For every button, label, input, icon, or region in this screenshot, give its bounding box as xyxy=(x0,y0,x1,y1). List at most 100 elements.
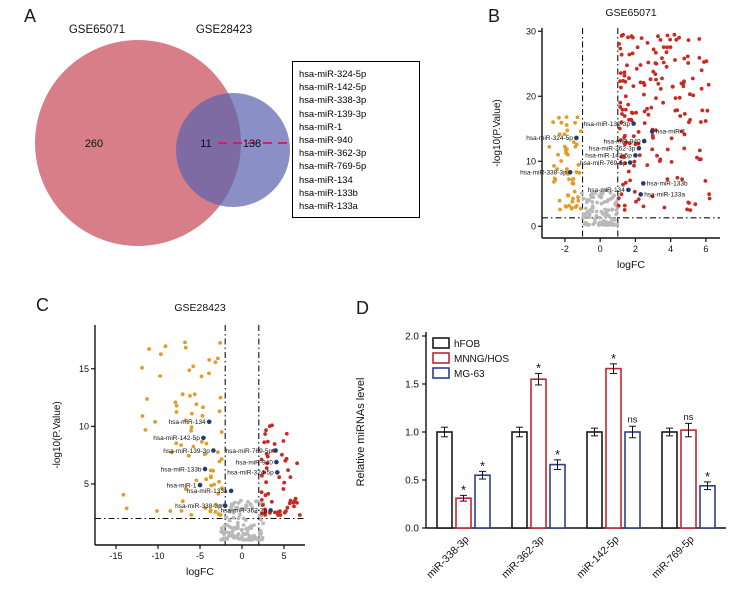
x-axis-label: logFC xyxy=(617,259,645,271)
mirna-point-label: hsa-miR-1 xyxy=(656,129,686,136)
mirna-point-label: hsa-miR-133b xyxy=(647,181,688,188)
mirna-point-label: hsa-miR-142-5p xyxy=(585,153,632,160)
threshold-lines xyxy=(542,28,720,238)
category-label: miR-142-5p xyxy=(574,534,621,581)
mirna-point-label: hsa-miR-1 xyxy=(167,482,197,489)
panel-label-d: D xyxy=(356,298,369,318)
y-tick-label: 1.5 xyxy=(405,380,419,391)
mirna-point-label: hsa-miR-769-5p xyxy=(580,160,627,167)
category-label: miR-769-5p xyxy=(649,534,696,581)
y-tick-label: 30 xyxy=(526,26,536,36)
legend: hFOB MNNG/HOS MG-63 xyxy=(432,337,509,380)
y-tick-label: 2.0 xyxy=(405,332,419,343)
significance-marker: * xyxy=(536,360,541,375)
bar xyxy=(661,431,678,529)
mirna-list-item: hsa-miR-362-3p xyxy=(299,147,367,159)
axes: -15 -10 -5 0 5 5 10 15 xyxy=(79,325,305,561)
mirna-list-box: hsa-miR-324-5p hsa-miR-142-5p hsa-miR-338-… xyxy=(292,61,420,219)
scatter-points xyxy=(547,32,712,227)
y-axis-label: Relative miRNAs level xyxy=(355,378,367,487)
scatter-points xyxy=(121,340,302,542)
y-tick-label: 0.5 xyxy=(405,476,419,487)
y-tick-label: 10 xyxy=(79,421,89,431)
venn-right-title: GSE28423 xyxy=(196,24,252,36)
mirna-point-label: hsa-miR-338-3p xyxy=(175,503,222,510)
venn-right-count: 138 xyxy=(243,138,261,150)
mirna-list-item: hsa-miR-134 xyxy=(299,173,353,185)
mirna-list-item: hsa-miR-1 xyxy=(299,120,343,132)
highlighted-mirna-points: hsa-miR-324-5p hsa-miR-338-3p hsa-miR-139-… xyxy=(520,121,688,199)
significance-marker: * xyxy=(555,447,560,462)
panel-label-a: A xyxy=(24,6,37,26)
mirna-point-label: hsa-miR-940 xyxy=(603,138,641,145)
significance-marker: * xyxy=(461,482,466,497)
mirna-point-label: hsa-miR-362-3p xyxy=(220,508,267,515)
significance-marker: * xyxy=(705,469,710,484)
mirna-list-item: hsa-miR-142-5p xyxy=(299,81,367,93)
x-tick-label: -10 xyxy=(151,551,164,561)
y-tick-label: 0.0 xyxy=(405,524,419,535)
x-tick-label: -5 xyxy=(196,551,204,561)
mirna-list-item: hsa-miR-940 xyxy=(299,134,353,146)
mirna-list-item: hsa-miR-324-5p xyxy=(299,68,367,79)
category-label: miR-338-3p xyxy=(424,534,471,581)
y-tick-label: 5 xyxy=(84,479,89,489)
y-tick-label: 10 xyxy=(526,156,536,166)
x-tick-label: 0 xyxy=(598,244,603,254)
x-tick-label: 5 xyxy=(281,551,286,561)
x-axis-label: logFC xyxy=(186,566,214,578)
bar xyxy=(549,463,566,529)
mirna-point-label: hsa-miR-324-5p xyxy=(227,470,274,477)
x-tick-label: 2 xyxy=(633,244,638,254)
venn-overlap-count: 11 xyxy=(200,138,211,150)
significance-marker: ns xyxy=(683,412,693,423)
mirna-point-label: hsa-miR-133a xyxy=(187,488,228,495)
axes: -2 0 2 4 6 0 10 20 30 xyxy=(526,26,720,254)
mirna-point-label: hsa-miR-769-5p xyxy=(225,448,272,455)
volcano-plot-gse28423: GSE28423 -log10(P.Value) logFC hsa-miR-1… xyxy=(52,302,305,578)
highlighted-mirna-points: hsa-miR-134 hsa-miR-142-5p hsa-miR-139-3p h… xyxy=(153,419,280,515)
bar xyxy=(586,431,603,529)
mirna-point-label: hsa-miR-362-3p xyxy=(589,146,636,153)
significance-marker: * xyxy=(480,458,485,473)
chart-title: GSE28423 xyxy=(174,302,226,314)
venn-circle-gse65071 xyxy=(35,40,241,246)
significance-marker: ns xyxy=(627,415,637,426)
panel-label-c: C xyxy=(36,295,49,315)
x-tick-label: -15 xyxy=(109,551,122,561)
legend-label: hFOB xyxy=(454,339,480,350)
category-label: miR-362-3p xyxy=(499,534,546,581)
bar-chart-mirna-levels: Relative miRNAs level 0.0 0.5 1.0 1.5 2.0 * * m… xyxy=(355,332,726,581)
chart-title: GSE65071 xyxy=(605,7,657,19)
venn-circle-gse28423 xyxy=(176,93,290,207)
bar xyxy=(530,378,547,529)
y-axis-label: -log10(P.Value) xyxy=(492,99,503,166)
bar xyxy=(436,431,453,529)
volcano-plot-gse65071: GSE65071 -log10(P.Value) logFC hsa-miR-3… xyxy=(492,7,720,271)
mirna-point-label: hsa-miR-134 xyxy=(168,419,206,426)
x-tick-label: -2 xyxy=(561,244,569,254)
legend-label: MG-63 xyxy=(454,369,485,380)
mirna-point-label: hsa-miR-142-5p xyxy=(153,435,200,442)
mirna-list-item: hsa-miR-338-3p xyxy=(299,94,367,106)
legend-swatch xyxy=(432,337,450,349)
mirna-point-label: hsa-miR-139-3p xyxy=(163,448,210,455)
bar xyxy=(680,429,697,529)
y-tick-label: 15 xyxy=(79,364,89,374)
venn-diagram: GSE65071 GSE28423 260 11 138 xyxy=(35,24,290,246)
mirna-point-label: hsa-miR-134 xyxy=(588,187,626,194)
mirna-point-label: hsa-miR-324-5p xyxy=(526,135,573,142)
bars xyxy=(436,363,716,529)
y-tick-label: 0 xyxy=(531,221,536,231)
mirna-list-item: hsa-miR-133b xyxy=(299,186,358,198)
y-tick-label: 1.0 xyxy=(405,428,419,439)
x-tick-label: 0 xyxy=(239,551,244,561)
panel-label-b: B xyxy=(488,6,501,26)
mirna-list-item: hsa-miR-769-5p xyxy=(299,160,367,172)
venn-left-title: GSE65071 xyxy=(69,24,125,36)
mirna-list-item: hsa-miR-133a xyxy=(299,200,358,212)
x-tick-label: 4 xyxy=(668,244,673,254)
venn-left-count: 260 xyxy=(85,138,103,150)
mirna-point-label: hsa-miR-139-3p xyxy=(583,121,630,128)
